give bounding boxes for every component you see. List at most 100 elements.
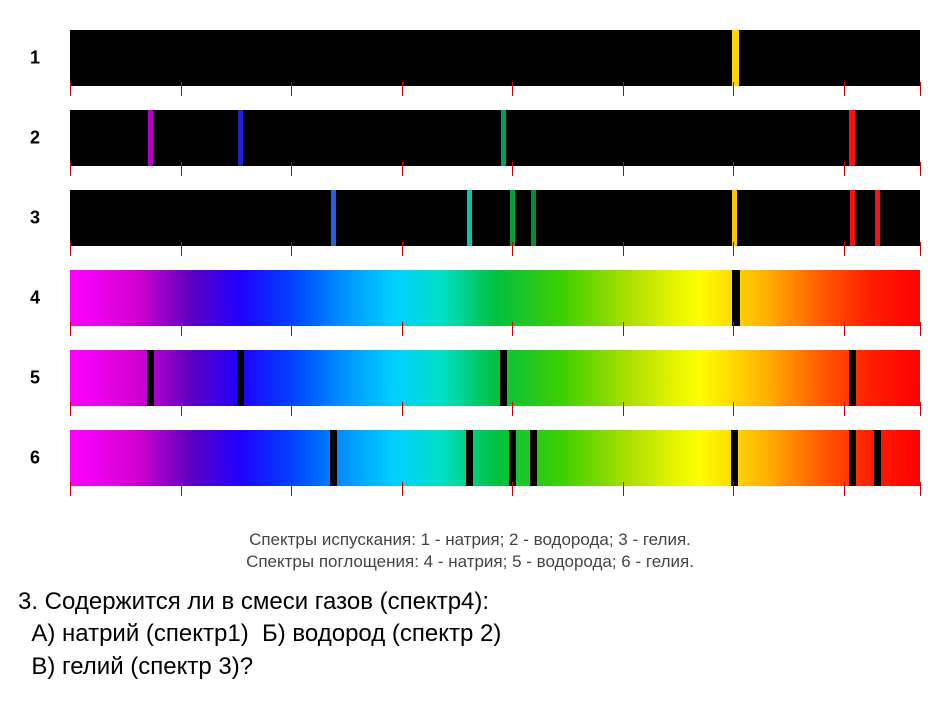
spectrum-row-5: 5 [70,350,920,406]
axis-tick [70,162,71,176]
axis-tick [291,482,292,496]
caption-line-2: Спектры поглощения: 4 - натрия; 5 - водо… [0,552,940,572]
spectrum-band-3 [70,190,920,246]
spectral-line [466,430,473,486]
spectral-line [849,430,856,486]
spectrum-label-1: 1 [30,48,40,69]
axis-tick [920,322,921,336]
axis-tick [291,242,292,256]
axis-tick [402,322,403,336]
axis-tick [512,162,513,176]
spectral-line [509,430,516,486]
axis-tick [70,482,71,496]
spectral-line [850,190,855,246]
caption-line-1: Спектры испускания: 1 - натрия; 2 - водо… [0,530,940,550]
spectral-line [731,430,738,486]
axis-tick [844,402,845,416]
axis-tick [920,402,921,416]
axis-tick [733,322,734,336]
axis-tick [844,482,845,496]
axis-tick [623,322,624,336]
spectrum-label-3: 3 [30,208,40,229]
spectrum-band-2 [70,110,920,166]
axis-ticks-1 [70,86,920,96]
axis-tick [920,482,921,496]
axis-tick [181,82,182,96]
question-line-1: 3. Содержится ли в смеси газов (спектр4)… [18,586,501,618]
spectral-line [849,110,855,166]
spectral-line [732,190,737,246]
question-block: 3. Содержится ли в смеси газов (спектр4)… [18,586,501,683]
spectra-chart: 1 2 3 4 5 6 [70,30,920,510]
axis-ticks-6 [70,486,920,496]
spectrum-band-6 [70,430,920,486]
axis-tick [181,162,182,176]
spectral-line [237,350,244,406]
spectral-line [147,350,154,406]
axis-tick [512,242,513,256]
axis-tick [512,322,513,336]
axis-tick [733,242,734,256]
axis-tick [623,242,624,256]
axis-tick [181,402,182,416]
axis-tick [181,482,182,496]
spectrum-label-2: 2 [30,128,40,149]
axis-tick [181,242,182,256]
spectral-line [467,190,472,246]
spectrum-row-3: 3 [70,190,920,246]
spectral-line [874,430,881,486]
axis-tick [844,82,845,96]
spectral-line [732,30,739,86]
axis-tick [623,402,624,416]
axis-tick [920,162,921,176]
axis-tick [623,482,624,496]
axis-tick [291,402,292,416]
axis-tick [402,242,403,256]
spectrum-row-2: 2 [70,110,920,166]
axis-tick [733,482,734,496]
axis-tick [844,322,845,336]
question-line-2: А) натрий (спектр1) Б) водород (спектр 2… [18,618,501,650]
axis-tick [844,162,845,176]
axis-ticks-3 [70,246,920,256]
spectral-line [148,110,153,166]
question-line-3: В) гелий (спектр 3)? [18,651,501,683]
axis-ticks-4 [70,326,920,336]
axis-tick [512,402,513,416]
axis-tick [733,82,734,96]
spectrum-row-1: 1 [70,30,920,86]
spectrum-band-5 [70,350,920,406]
axis-tick [291,322,292,336]
spectrum-row-6: 6 [70,430,920,486]
axis-tick [512,482,513,496]
spectral-line [530,430,537,486]
spectral-line [500,350,507,406]
axis-tick [402,162,403,176]
spectral-line [501,110,506,166]
spectral-line [732,270,740,326]
axis-tick [512,82,513,96]
spectral-line [510,190,515,246]
spectrum-label-4: 4 [30,288,40,309]
spectrum-band-4 [70,270,920,326]
axis-tick [623,162,624,176]
spectrum-label-5: 5 [30,368,40,389]
axis-ticks-2 [70,166,920,176]
spectral-line [531,190,536,246]
axis-tick [402,82,403,96]
axis-tick [920,82,921,96]
axis-tick [920,242,921,256]
axis-tick [181,322,182,336]
spectral-line [330,430,337,486]
spectrum-row-4: 4 [70,270,920,326]
axis-tick [623,82,624,96]
axis-tick [70,82,71,96]
axis-tick [402,402,403,416]
spectral-line [875,190,880,246]
axis-ticks-5 [70,406,920,416]
axis-tick [733,162,734,176]
axis-tick [402,482,403,496]
spectral-line [849,350,856,406]
axis-tick [70,322,71,336]
spectrum-label-6: 6 [30,448,40,469]
